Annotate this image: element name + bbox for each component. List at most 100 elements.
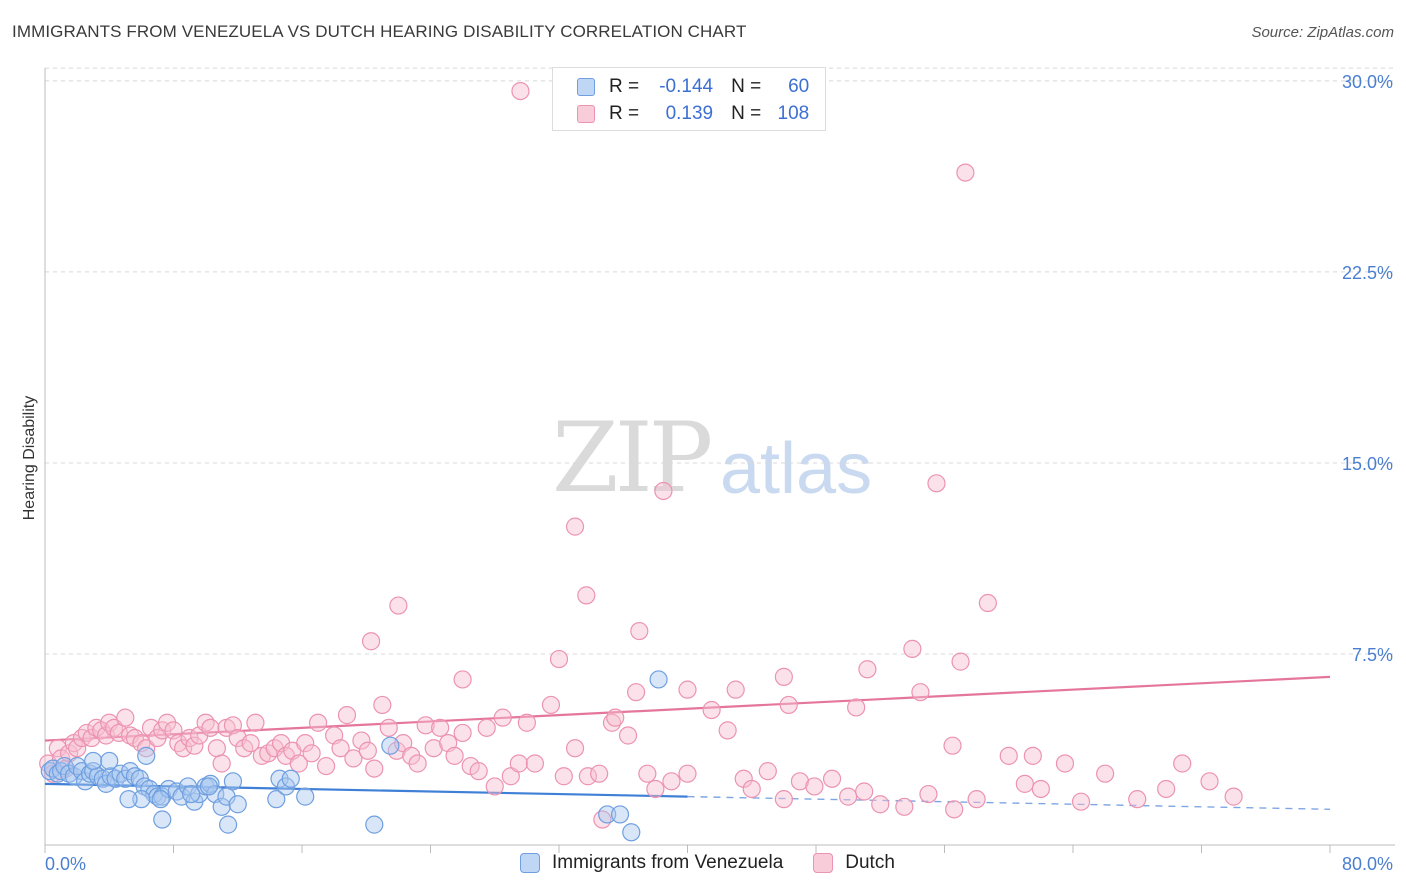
venezuela-point — [182, 784, 201, 804]
dutch-point — [678, 680, 697, 699]
venezuela-point — [649, 670, 668, 689]
dutch-point — [945, 800, 964, 819]
dutch-point — [82, 728, 101, 748]
legend-row-venezuela: R = -0.144 N = 60 — [577, 74, 809, 100]
dutch-point — [790, 772, 810, 791]
dutch-point — [246, 713, 265, 732]
dutch-point — [196, 713, 215, 732]
dutch-point — [1128, 790, 1147, 809]
venezuela-point — [106, 769, 125, 788]
dutch-point — [726, 680, 745, 699]
dutch-point — [1031, 779, 1050, 799]
y-tick-label: 15.0% — [1342, 454, 1393, 474]
y-tick-label: 30.0% — [1342, 72, 1393, 92]
y-axis-title: Hearing Disability — [21, 396, 38, 521]
dutch-point — [289, 754, 308, 773]
axes — [44, 68, 1395, 853]
venezuela-point — [100, 751, 119, 771]
dutch-point — [352, 731, 371, 750]
venezuela-point — [219, 815, 238, 834]
dutch-point — [509, 754, 528, 773]
dutch-point — [606, 708, 625, 727]
dutch-point — [174, 739, 193, 758]
venezuela-point — [167, 782, 186, 801]
legend-n-value: 108 — [777, 103, 810, 124]
y-tick-label: 22.5% — [1342, 263, 1393, 283]
dutch-point — [445, 746, 464, 765]
dutch-point — [296, 734, 315, 753]
dutch-point — [201, 718, 220, 737]
dutch-point — [77, 723, 96, 743]
dutch-point — [331, 739, 350, 758]
legend-n-label: N = — [731, 76, 762, 97]
dutch-point — [316, 756, 336, 776]
venezuela-point — [365, 815, 384, 834]
source-label: Source: ZipAtlas.com — [1251, 24, 1394, 41]
dutch-point — [662, 772, 681, 791]
series-legend-dutch[interactable]: Dutch — [813, 852, 895, 874]
series-legend: Immigrants from Venezuela Dutch — [520, 852, 925, 874]
dutch-point — [185, 736, 204, 755]
y-tick-label: 7.5% — [1352, 645, 1393, 665]
dutch-point — [137, 739, 156, 758]
dutch-point — [839, 787, 858, 806]
x-tick-label-min: 0.0% — [45, 854, 86, 874]
dutch-point — [618, 726, 638, 745]
dutch-point — [416, 716, 435, 735]
dutch-point — [1173, 754, 1192, 773]
legend-row-dutch: R = 0.139 N = 108 — [577, 101, 809, 127]
dutch-point — [408, 754, 427, 773]
legend-r-label: R = — [609, 76, 640, 97]
venezuela-points — [40, 670, 668, 842]
venezuela-point — [296, 787, 315, 806]
dutch-point — [554, 767, 573, 786]
series-label-venezuela: Immigrants from Venezuela — [552, 852, 784, 873]
chart-title: IMMIGRANTS FROM VENEZUELA VS DUTCH HEARI… — [12, 22, 747, 41]
dutch-point — [951, 652, 970, 671]
dutch-point — [104, 718, 124, 737]
dutch-point — [1055, 754, 1075, 773]
dutch-point — [453, 670, 472, 689]
venezuela-point — [223, 772, 243, 791]
dutch-point — [999, 746, 1018, 765]
dutch-point — [549, 649, 569, 669]
dutch-point — [424, 739, 443, 758]
dutch-point — [68, 739, 87, 758]
dutch-point — [903, 639, 922, 658]
dutch-point — [967, 790, 986, 809]
venezuela-point — [381, 736, 400, 755]
dutch-point — [822, 769, 842, 788]
dutch-point — [577, 586, 596, 605]
dutch-point — [109, 723, 128, 743]
series-legend-venezuela[interactable]: Immigrants from Venezuela — [520, 852, 783, 874]
venezuela-point — [151, 790, 170, 809]
dutch-point — [978, 593, 997, 613]
dutch-point — [718, 721, 737, 740]
legend-r-label: R = — [609, 103, 640, 124]
dutch-point — [241, 734, 260, 753]
legend-n-value: 60 — [788, 76, 810, 97]
legend-r-value: -0.144 — [659, 76, 714, 97]
dutch-point — [212, 754, 231, 773]
dutch-point — [858, 660, 877, 679]
dutch-point — [565, 517, 585, 536]
venezuela-point — [153, 810, 172, 829]
venezuela-point — [137, 746, 156, 765]
dutch-point — [678, 764, 697, 783]
dutch-point — [1224, 787, 1243, 806]
dutch-point — [389, 596, 408, 615]
dutch-point — [943, 736, 962, 755]
dutch-point — [141, 718, 161, 737]
venezuela-point — [228, 795, 247, 814]
correlation-legend: R = -0.144 N = 60 R = 0.139 N = 108 — [552, 67, 826, 131]
venezuela-point — [598, 805, 617, 824]
dutch-point — [517, 713, 536, 732]
venezuela-point — [610, 805, 630, 824]
dutch-point — [1157, 779, 1176, 799]
dutch-point — [361, 632, 381, 651]
dutch-point — [477, 718, 496, 737]
dutch-point — [511, 81, 530, 101]
dutch-point — [373, 695, 392, 715]
legend-swatch-venezuela — [577, 78, 595, 96]
